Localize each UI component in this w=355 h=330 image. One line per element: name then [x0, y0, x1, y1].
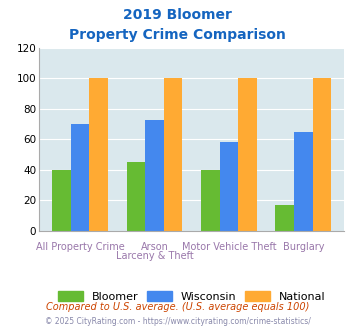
Text: Burglary: Burglary [283, 242, 324, 252]
Bar [145, 119, 164, 231]
Bar [313, 79, 331, 231]
Text: Larceny & Theft: Larceny & Theft [116, 251, 193, 261]
Bar [71, 124, 89, 231]
Legend: Bloomer, Wisconsin, National: Bloomer, Wisconsin, National [54, 286, 329, 306]
Text: © 2025 CityRating.com - https://www.cityrating.com/crime-statistics/: © 2025 CityRating.com - https://www.city… [45, 317, 310, 326]
Text: Motor Vehicle Theft: Motor Vehicle Theft [182, 242, 276, 252]
Bar [201, 170, 220, 231]
Text: All Property Crime: All Property Crime [36, 242, 124, 252]
Bar [52, 170, 71, 231]
Text: Arson: Arson [141, 242, 168, 252]
Text: Property Crime Comparison: Property Crime Comparison [69, 28, 286, 42]
Text: Compared to U.S. average. (U.S. average equals 100): Compared to U.S. average. (U.S. average … [46, 302, 309, 312]
Bar [220, 143, 238, 231]
Bar [89, 79, 108, 231]
Bar [164, 79, 182, 231]
Bar [275, 205, 294, 231]
Text: 2019 Bloomer: 2019 Bloomer [123, 8, 232, 22]
Bar [238, 79, 257, 231]
Bar [294, 132, 313, 231]
Bar [126, 162, 145, 231]
